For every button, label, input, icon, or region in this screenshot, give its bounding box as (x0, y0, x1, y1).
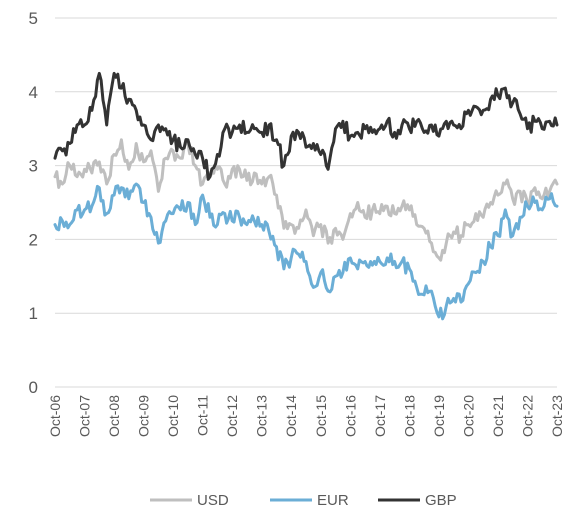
x-tick-label: Oct-17 (372, 395, 388, 437)
x-tick-label: Oct-11 (195, 395, 211, 436)
grid-lines (55, 17, 557, 388)
y-tick-label: 5 (29, 9, 38, 28)
y-tick-label: 0 (29, 378, 38, 397)
series-line-eur (53, 182, 559, 321)
x-tick-label: Oct-08 (106, 395, 122, 437)
series-line-usd (53, 138, 559, 262)
x-tick-label: Oct-14 (283, 395, 299, 437)
y-axis-ticks: 0 1 2 3 4 5 (29, 9, 38, 397)
x-tick-label: Oct-22 (519, 395, 535, 437)
x-tick-label: Oct-21 (490, 395, 506, 437)
x-tick-label: Oct-16 (342, 395, 358, 437)
x-tick-label: Oct-18 (401, 395, 417, 437)
legend: USD EUR GBP (150, 492, 457, 509)
x-tick-label: Oct-15 (313, 395, 329, 437)
x-tick-label: Oct-07 (77, 395, 93, 437)
x-tick-label: Oct-12 (224, 395, 240, 437)
series-line-gbp (53, 71, 559, 181)
series-lines (53, 71, 559, 321)
x-tick-label: Oct-10 (165, 395, 181, 437)
x-axis-ticks: Oct-06 Oct-07 Oct-08 Oct-09 Oct-10 Oct-11 Oct-… (47, 395, 565, 437)
legend-label-eur: EUR (317, 492, 349, 509)
legend-label-usd: USD (197, 492, 229, 509)
y-tick-label: 4 (29, 83, 38, 102)
x-tick-label: Oct-23 (549, 395, 565, 437)
x-tick-label: Oct-06 (47, 395, 63, 437)
x-tick-label: Oct-19 (431, 395, 447, 437)
y-tick-label: 1 (29, 304, 38, 323)
y-tick-label: 2 (29, 230, 38, 249)
legend-label-gbp: GBP (425, 492, 457, 509)
x-tick-label: Oct-09 (136, 395, 152, 437)
x-tick-label: Oct-20 (460, 395, 476, 437)
x-tick-label: Oct-13 (254, 395, 270, 437)
y-tick-label: 3 (29, 157, 38, 176)
